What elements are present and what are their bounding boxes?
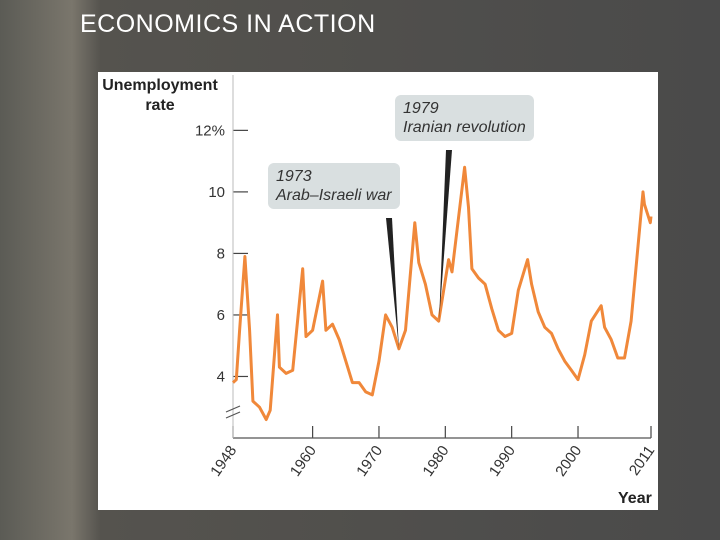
annotation-text: Iranian revolution [403,119,526,136]
annotation: 1979 Iranian revolution [395,95,534,141]
x-axis-label: Year [618,490,652,507]
annotation: 1973 Arab–Israeli war [268,163,400,209]
annotation-year: 1973 [276,168,312,185]
annotation-year: 1979 [403,100,439,117]
chart-panel [98,72,658,510]
y-axis-label: Unemployment rate [102,77,218,114]
slide-title: ECONOMICS IN ACTION [80,10,376,38]
annotation-text: Arab–Israeli war [276,187,392,204]
